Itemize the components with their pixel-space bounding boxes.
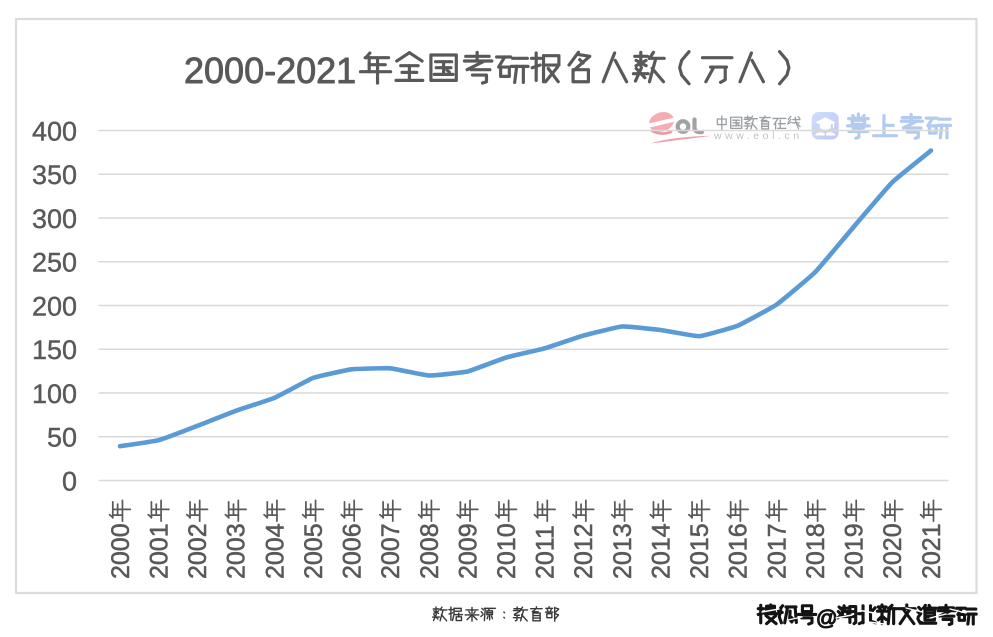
svg-text:2010: 2010	[493, 523, 521, 579]
svg-text:150: 150	[32, 335, 77, 365]
svg-text:2004: 2004	[261, 523, 289, 579]
svg-text:2013: 2013	[609, 523, 637, 579]
svg-text:2017: 2017	[763, 523, 791, 579]
svg-text:2019: 2019	[841, 523, 869, 579]
svg-text:300: 300	[32, 204, 77, 234]
svg-text:2015: 2015	[686, 523, 714, 579]
svg-text:2011: 2011	[532, 525, 560, 579]
svg-text:2008: 2008	[416, 523, 444, 579]
svg-text:100: 100	[32, 379, 77, 409]
svg-text:2020: 2020	[879, 523, 907, 579]
svg-text:2005: 2005	[300, 523, 328, 579]
svg-text:350: 350	[32, 160, 77, 190]
svg-text:2001: 2001	[145, 523, 173, 579]
svg-text:2007: 2007	[377, 523, 405, 579]
svg-text:2016: 2016	[725, 523, 753, 579]
svg-text:2021: 2021	[918, 523, 946, 579]
svg-text:50: 50	[47, 423, 77, 453]
svg-text:2012: 2012	[570, 523, 598, 579]
svg-text:250: 250	[32, 248, 77, 278]
svg-text:www.eol.cn: www.eol.cn	[713, 130, 803, 142]
svg-text:2002: 2002	[184, 523, 212, 579]
svg-text:2014: 2014	[647, 523, 675, 579]
svg-text:2009: 2009	[454, 523, 482, 579]
svg-text:200: 200	[32, 291, 77, 321]
svg-text:400: 400	[32, 116, 77, 146]
svg-text:0: 0	[62, 466, 77, 496]
svg-text:2018: 2018	[802, 523, 830, 579]
svg-text:2000: 2000	[107, 523, 135, 579]
svg-text:2006: 2006	[339, 523, 367, 579]
svg-text:2000-2021: 2000-2021	[184, 50, 356, 91]
svg-text:2003: 2003	[223, 523, 251, 579]
svg-text:@: @	[816, 606, 838, 630]
